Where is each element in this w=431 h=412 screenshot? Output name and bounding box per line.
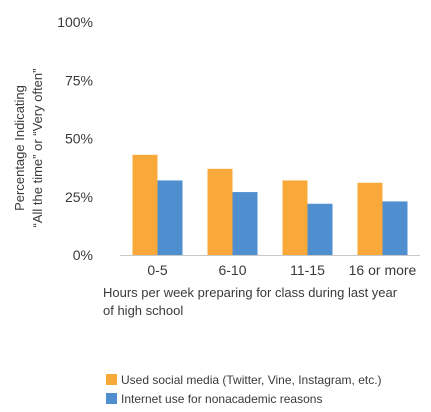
legend-swatch-internet-use bbox=[106, 393, 117, 404]
x-tick-label: 6-10 bbox=[218, 262, 246, 278]
bar-social-media-0 bbox=[132, 154, 158, 255]
bar-internet-use-3 bbox=[382, 201, 408, 255]
bar-internet-use-2 bbox=[307, 203, 333, 255]
bar-social-media-1 bbox=[207, 168, 233, 255]
legend-label-social-media: Used social media (Twitter, Vine, Instag… bbox=[121, 372, 382, 387]
y-axis-ticks: 0% 25% 50% 75% 100% bbox=[57, 14, 93, 263]
legend-item-social-media: Used social media (Twitter, Vine, Instag… bbox=[106, 371, 382, 388]
bar-social-media-2 bbox=[282, 180, 308, 255]
x-tick-label: 0-5 bbox=[147, 262, 167, 278]
x-axis-ticks: 0-5 6-10 11-15 16 or more bbox=[147, 262, 416, 278]
y-tick-label: 0% bbox=[73, 247, 93, 263]
y-axis-title-line-2: “All the time” or “Very often” bbox=[30, 69, 45, 228]
y-axis-title: Percentage Indicating “All the time” or … bbox=[12, 69, 45, 228]
legend-label-internet-use: Internet use for nonacademic reasons bbox=[121, 391, 323, 406]
y-tick-label: 100% bbox=[57, 14, 93, 30]
y-axis-title-line-1: Percentage Indicating bbox=[12, 85, 27, 211]
bar-internet-use-1 bbox=[232, 192, 258, 255]
legend-swatch-social-media bbox=[106, 374, 117, 385]
x-axis-title: Hours per week preparing for class durin… bbox=[103, 285, 398, 318]
x-tick-label: 16 or more bbox=[349, 262, 417, 278]
bar-internet-use-0 bbox=[157, 180, 183, 255]
y-tick-label: 25% bbox=[65, 189, 93, 205]
bars bbox=[132, 154, 408, 255]
y-tick-label: 50% bbox=[65, 131, 93, 147]
legend-item-internet-use: Internet use for nonacademic reasons bbox=[106, 390, 382, 407]
bar-social-media-3 bbox=[357, 182, 383, 255]
legend: Used social media (Twitter, Vine, Instag… bbox=[106, 371, 382, 409]
y-tick-label: 75% bbox=[65, 72, 93, 88]
x-tick-label: 11-15 bbox=[290, 262, 325, 278]
